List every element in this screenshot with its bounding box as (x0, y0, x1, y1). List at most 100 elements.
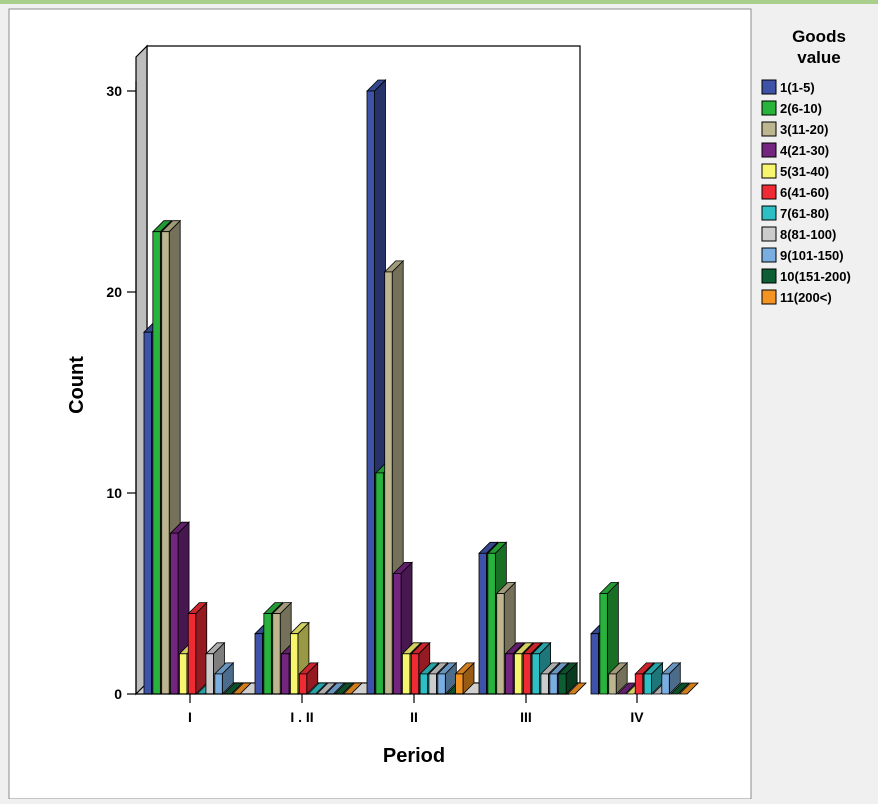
legend-swatch (761, 289, 777, 305)
y-tick-label: 10 (106, 485, 122, 501)
legend-item: 2(6-10) (761, 100, 822, 116)
x-tick-label: IV (630, 709, 644, 725)
legend-item: 4(21-30) (761, 142, 829, 158)
bar-front (143, 331, 152, 695)
x-tick-label: I (188, 709, 192, 725)
y-axis-label: Count (66, 356, 88, 414)
bar-front (205, 653, 214, 695)
bar (669, 682, 691, 695)
bar-front (643, 673, 652, 695)
bar-front (437, 673, 446, 695)
y-tick-label: 0 (114, 686, 122, 702)
bar-front (531, 653, 540, 695)
legend-swatch (761, 142, 777, 158)
legend-label: 5(31-40) (780, 164, 829, 179)
bar-front (393, 573, 402, 695)
bar-front (599, 593, 608, 695)
bar-front (375, 472, 384, 695)
bar-front (170, 532, 179, 695)
window-top-bar (0, 0, 878, 4)
bar-front (384, 271, 393, 695)
bar-front (428, 673, 437, 695)
bar-front (514, 653, 523, 695)
y-tick-label: 30 (106, 83, 122, 99)
bar (557, 661, 579, 695)
legend-label: 3(11-20) (780, 122, 828, 137)
bars-group (143, 79, 699, 695)
bar-front (505, 653, 514, 695)
bar (566, 682, 587, 695)
legend-item: 1(1-5) (761, 79, 815, 95)
bar (187, 601, 208, 695)
bar (643, 661, 664, 695)
legend-swatch (761, 247, 777, 263)
legend-swatch (761, 79, 777, 95)
bar-front (272, 613, 281, 695)
bar (607, 661, 629, 695)
legend-swatch (761, 163, 777, 179)
bar-front (254, 633, 263, 695)
bar-front (419, 673, 429, 695)
bar-front (608, 673, 617, 695)
legend-item: 11(200<) (761, 289, 832, 305)
bar-front (478, 552, 487, 695)
bar-top (566, 682, 587, 695)
bar (436, 661, 458, 695)
bar-front (634, 673, 644, 695)
bar-top (678, 682, 699, 695)
legend-swatch (761, 268, 777, 284)
legend-label: 7(61-80) (780, 206, 829, 221)
legend-label: 9(101-150) (780, 248, 844, 263)
x-tick-label: III (520, 709, 532, 725)
legend-label: 11(200<) (780, 290, 832, 305)
bar-front (496, 593, 505, 695)
bar (660, 661, 682, 695)
legend-item: 5(31-40) (761, 163, 829, 179)
legend-swatch (761, 184, 777, 200)
legend-item: 8(81-100) (761, 226, 836, 242)
legend-label: 2(6-10) (780, 101, 822, 116)
bar-front (522, 653, 532, 695)
legend-label: 10(151-200) (780, 269, 851, 284)
legend-swatch (761, 226, 777, 242)
bar-front (152, 231, 161, 695)
bar-front (281, 653, 290, 695)
legend-item: 3(11-20) (761, 121, 828, 137)
bar-front (410, 653, 420, 695)
x-tick-label: I . II (290, 709, 313, 725)
bar-front (178, 653, 188, 695)
bar-front (540, 673, 549, 695)
legend-item: 10(151-200) (761, 268, 851, 284)
bar-front (298, 673, 308, 695)
bar-front (661, 673, 670, 695)
legend-swatch (761, 121, 777, 137)
bar-front (558, 673, 567, 695)
legend-swatch (761, 205, 777, 221)
x-axis-label: Period (383, 745, 445, 767)
bar-front (263, 613, 272, 695)
legend-item: 7(61-80) (761, 205, 829, 221)
bar-front (487, 552, 496, 695)
legend-label: 4(21-30) (780, 143, 829, 158)
bar (678, 682, 699, 695)
y-tick-label: 20 (106, 284, 122, 300)
bar (213, 661, 235, 695)
bar-side (195, 601, 208, 695)
legend-item: 9(101-150) (761, 247, 844, 263)
bar-front (366, 90, 375, 695)
bar-front (214, 673, 223, 695)
bar-front (549, 673, 558, 695)
legend-label: 8(81-100) (780, 227, 836, 242)
legend: Goods value 1(1-5) 2(6-10) 3(11-20) 4(21-30)… (761, 27, 851, 305)
bar-front (401, 653, 411, 695)
bar-front (187, 613, 197, 695)
bar-top (669, 682, 691, 695)
legend-label: 6(41-60) (780, 185, 829, 200)
legend-swatch (761, 100, 777, 116)
bar-front (455, 673, 464, 695)
bar-front (161, 231, 170, 695)
legend-label: 1(1-5) (780, 80, 815, 95)
